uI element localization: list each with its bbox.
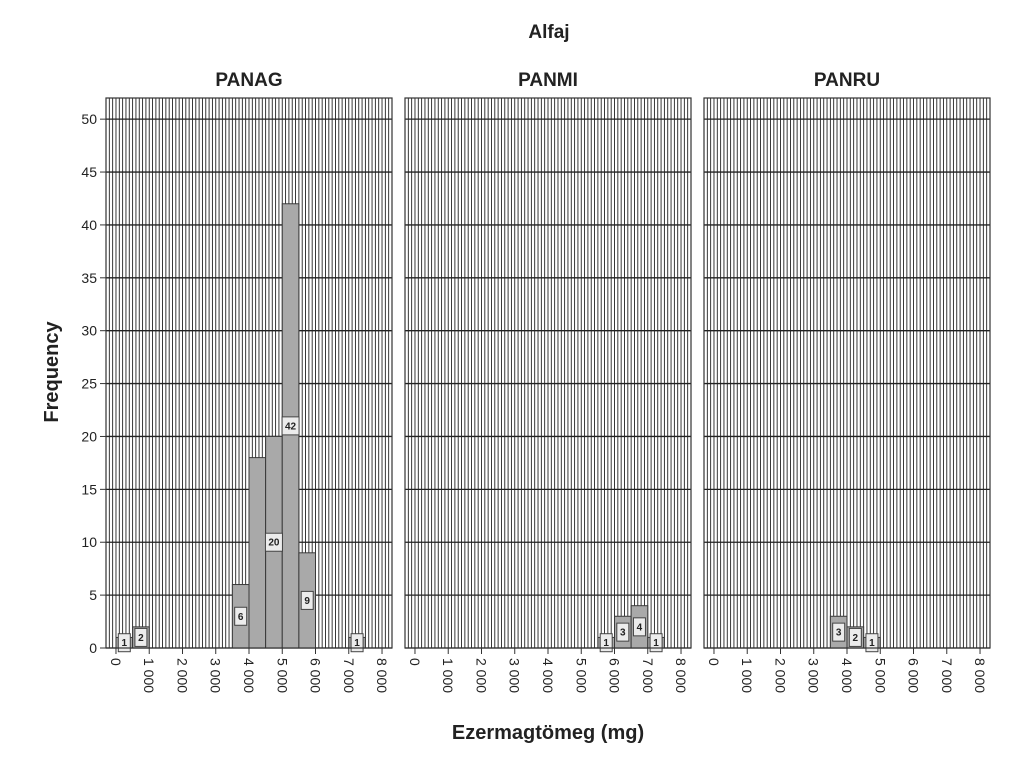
data-label-box bbox=[234, 606, 248, 626]
data-label-box bbox=[632, 617, 646, 637]
x-tick-label: 6 000 bbox=[607, 658, 623, 693]
y-tick-label: 50 bbox=[81, 111, 97, 127]
x-tick-label: 0 bbox=[108, 658, 124, 666]
x-tick-label: 1 000 bbox=[440, 658, 456, 693]
y-tick-label: 0 bbox=[89, 640, 97, 656]
vertical-grid bbox=[404, 98, 692, 648]
x-tick-label: 8 000 bbox=[972, 658, 988, 693]
x-tick-label: 8 000 bbox=[374, 658, 390, 693]
x-tick-label: 7 000 bbox=[341, 658, 357, 693]
x-tick-label: 2 000 bbox=[473, 658, 489, 693]
x-tick-label: 2 000 bbox=[174, 658, 190, 693]
x-tick-label: 4 000 bbox=[241, 658, 257, 693]
data-label: 4 bbox=[637, 622, 643, 633]
x-axis-panmi: 0 1 000 2 000 3 000 4 000 5 000 6 000 7 000 8 00… bbox=[407, 648, 689, 693]
x-tick-label: 0 bbox=[706, 658, 722, 666]
x-axis-panag: 0 1 000 2 000 3 000 4 000 5 000 6 000 7 000 8 00… bbox=[108, 648, 390, 693]
data-label: 6 bbox=[238, 612, 244, 623]
y-tick-label: 5 bbox=[89, 587, 97, 603]
y-axis: 0 5 10 15 20 25 30 35 40 45 50 bbox=[81, 111, 106, 656]
y-tick-label: 25 bbox=[81, 376, 97, 392]
x-axis-panru: 0 1 000 2 000 3 000 4 000 5 000 6 000 7 000 8 00… bbox=[706, 648, 988, 693]
x-tick-label: 5 000 bbox=[274, 658, 290, 693]
vertical-grid bbox=[703, 98, 991, 648]
data-label: 9 bbox=[304, 596, 310, 607]
data-label-box bbox=[832, 622, 846, 642]
data-labels-panmi: 13 41 bbox=[599, 617, 663, 653]
x-axis-label: Ezermagtömeg (mg) bbox=[452, 722, 644, 744]
data-label-box bbox=[281, 416, 300, 436]
data-label-box bbox=[616, 622, 630, 642]
data-label-box bbox=[350, 633, 364, 653]
vertical-grid bbox=[105, 98, 393, 648]
y-tick-label: 15 bbox=[81, 481, 97, 497]
data-label: 2 bbox=[853, 633, 859, 644]
x-tick-label: 2 000 bbox=[772, 658, 788, 693]
data-label: 3 bbox=[836, 628, 842, 639]
data-label-box bbox=[264, 532, 283, 552]
x-tick-label: 4 000 bbox=[540, 658, 556, 693]
data-label-box bbox=[300, 590, 314, 610]
data-label-box bbox=[117, 633, 131, 653]
x-tick-label: 3 000 bbox=[507, 658, 523, 693]
data-label-box bbox=[599, 633, 613, 653]
data-label-box bbox=[865, 633, 879, 653]
y-tick-label: 40 bbox=[81, 217, 97, 233]
x-tick-label: 7 000 bbox=[640, 658, 656, 693]
y-tick-label: 30 bbox=[81, 323, 97, 339]
x-tick-label: 8 000 bbox=[673, 658, 689, 693]
y-tick-label: 10 bbox=[81, 534, 97, 550]
x-tick-label: 6 000 bbox=[906, 658, 922, 693]
data-label: 1 bbox=[653, 638, 659, 649]
panel-title-panru: PANRU bbox=[814, 70, 880, 91]
x-tick-label: 7 000 bbox=[939, 658, 955, 693]
x-tick-label: 1 000 bbox=[141, 658, 157, 693]
x-tick-label: 3 000 bbox=[208, 658, 224, 693]
x-tick-label: 4 000 bbox=[839, 658, 855, 693]
y-tick-label: 45 bbox=[81, 164, 97, 180]
panel-title-panmi: PANMI bbox=[518, 70, 578, 91]
data-label: 1 bbox=[354, 638, 360, 649]
panel-panru: PANRU 3 2 1 0 1 000 2 000 3 000 4 000 5 000 6 000 7… bbox=[703, 70, 991, 693]
x-tick-label: 3 000 bbox=[806, 658, 822, 693]
data-label: 1 bbox=[869, 638, 875, 649]
panel-title-panag: PANAG bbox=[215, 70, 282, 91]
x-tick-label: 5 000 bbox=[872, 658, 888, 693]
data-label-box bbox=[134, 627, 148, 647]
chart-title: Alfaj bbox=[528, 22, 569, 43]
x-tick-label: 5 000 bbox=[573, 658, 589, 693]
data-label: 42 bbox=[285, 421, 297, 432]
data-label: 1 bbox=[122, 638, 128, 649]
data-label-box bbox=[848, 627, 862, 647]
histogram-bar bbox=[248, 457, 267, 649]
y-axis-label: Frequency bbox=[41, 321, 63, 423]
x-tick-label: 1 000 bbox=[739, 658, 755, 693]
data-label: 3 bbox=[620, 628, 626, 639]
data-label-box bbox=[649, 633, 663, 653]
y-tick-label: 20 bbox=[81, 428, 97, 444]
y-tick-label: 35 bbox=[81, 270, 97, 286]
data-label: 1 bbox=[603, 638, 609, 649]
data-label: 20 bbox=[268, 538, 280, 549]
x-tick-label: 0 bbox=[407, 658, 423, 666]
x-tick-label: 6 000 bbox=[308, 658, 324, 693]
data-label: 2 bbox=[138, 633, 144, 644]
